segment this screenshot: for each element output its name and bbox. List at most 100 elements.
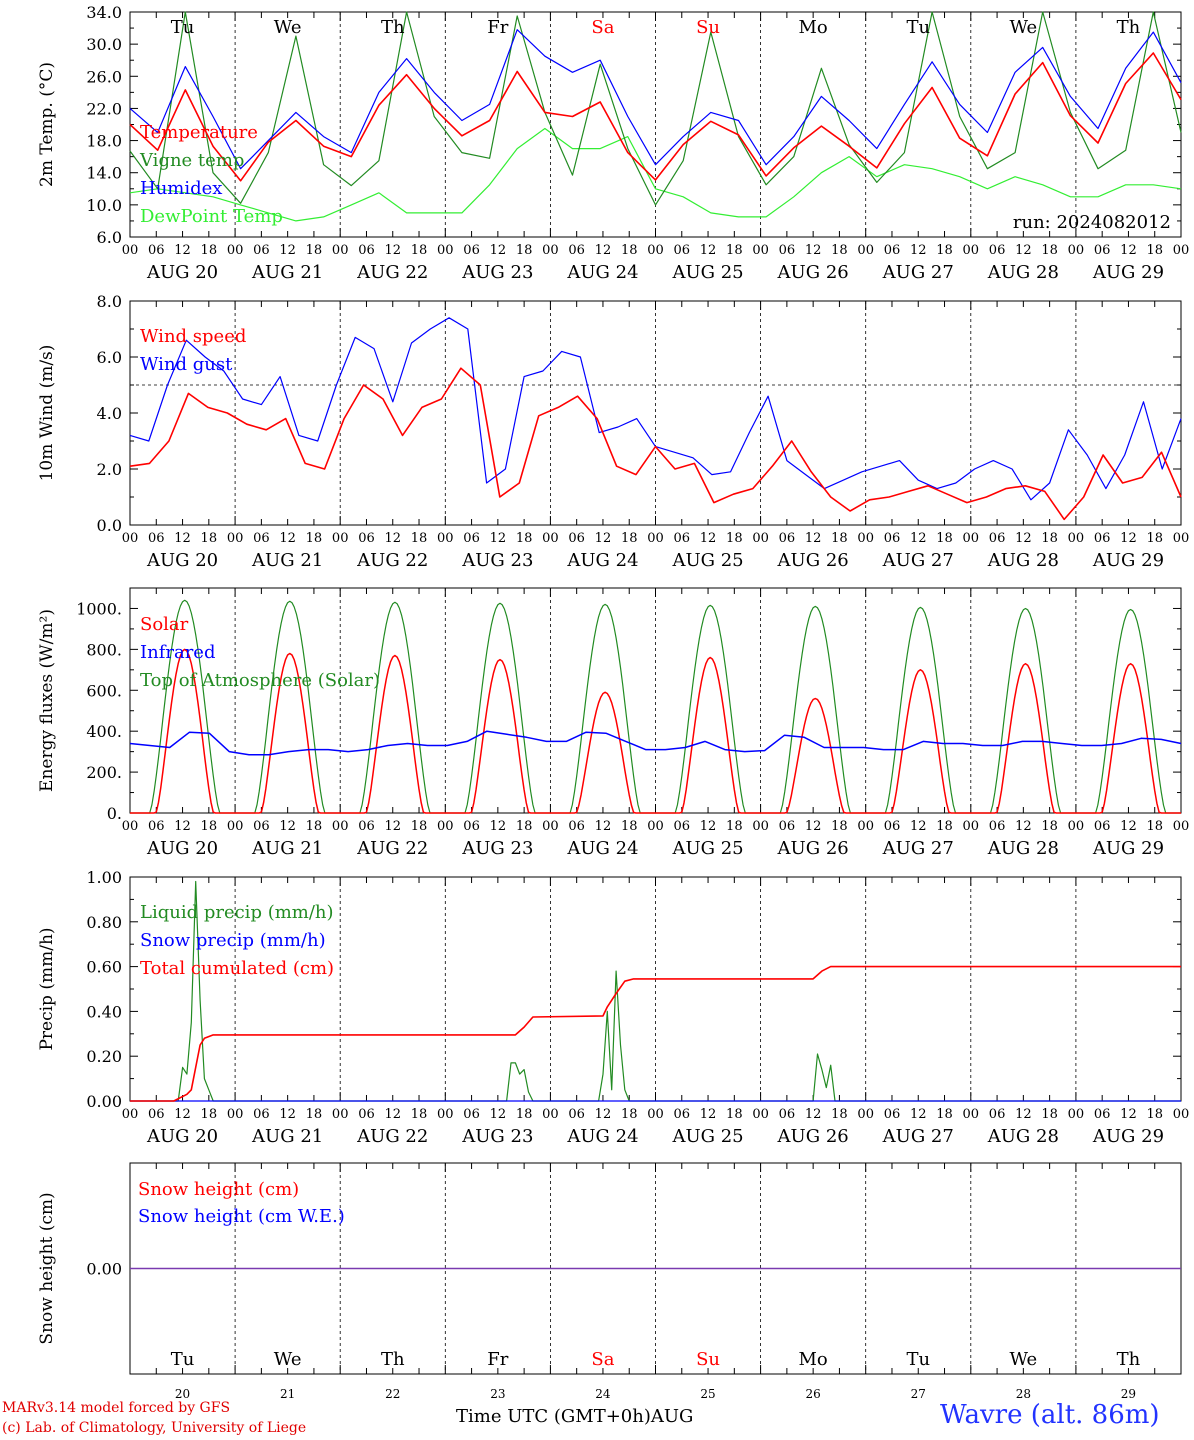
y-axis-label: Energy fluxes (W/m²) [37,609,57,792]
day-label: AUG 24 [566,1126,638,1147]
hour-tick-label: 00 [963,531,980,546]
hour-tick-label: 12 [1015,243,1032,258]
series-line-solar [130,648,1181,814]
legend-entry: Infrared [140,642,215,663]
day-label: AUG 22 [356,1126,428,1147]
day-label: AUG 21 [251,550,323,571]
legend-entry: Snow precip (mm/h) [140,930,326,951]
day-number-label: 20 [175,1387,190,1401]
hour-tick-label: 12 [279,243,296,258]
y-tick-label: 1.00 [86,868,122,887]
weekday-label-bottom: Fr [487,1349,508,1370]
hour-tick-label: 18 [726,1107,743,1122]
hour-tick-label: 00 [1173,1107,1190,1122]
hour-tick-label: 12 [1015,1107,1032,1122]
day-label: AUG 27 [882,1126,954,1147]
day-label: AUG 20 [146,550,218,571]
panel-frame [129,587,1182,814]
hour-tick-label: 00 [542,819,559,834]
legend-entry: Humidex [140,178,222,199]
weekday-label-top: Tu [171,17,195,38]
hour-tick-label: 00 [647,1107,664,1122]
day-label: AUG 28 [987,550,1059,571]
hour-tick-label: 12 [805,819,822,834]
hour-tick-label: 12 [490,819,507,834]
y-tick-label: 0.80 [86,913,122,932]
day-number-label: 23 [490,1387,505,1401]
day-label: AUG 26 [777,838,849,859]
day-label: AUG 21 [251,838,323,859]
hour-tick-label: 18 [936,1107,953,1122]
hour-tick-label: 12 [595,243,612,258]
hour-tick-label: 00 [227,531,244,546]
day-label: AUG 26 [777,550,849,571]
day-label: AUG 29 [1092,838,1164,859]
series-line-liquid-precip [130,880,1181,1102]
hour-tick-label: 12 [384,819,401,834]
series-line-humidex [129,29,1182,170]
hour-tick-label: 12 [279,819,296,834]
day-number-label: 24 [595,1387,611,1401]
day-label: AUG 25 [671,262,743,283]
hour-tick-label: 00 [857,243,874,258]
weekday-label-bottom: We [274,1349,302,1370]
hour-tick-label: 12 [174,1107,191,1122]
y-tick-label: 8.0 [97,292,122,311]
day-label: AUG 29 [1092,1126,1164,1147]
y-tick-label: 34.0 [86,3,122,22]
hour-tick-label: 00 [227,1107,244,1122]
hour-tick-label: 18 [411,531,428,546]
hour-tick-label: 06 [253,531,270,546]
day-label: AUG 23 [461,262,533,283]
series-line-temperature [129,52,1182,182]
hour-tick-label: 18 [516,1107,533,1122]
hour-tick-label: 00 [1068,531,1085,546]
hour-tick-label: 18 [621,1107,638,1122]
hour-tick-label: 12 [910,819,927,834]
hour-tick-label: 18 [201,819,218,834]
weekday-label-bottom: Mo [799,1349,828,1370]
day-number-label: 21 [280,1387,295,1401]
y-tick-label: 0. [107,804,122,823]
day-label: AUG 26 [777,1126,849,1147]
hour-tick-label: 00 [332,1107,349,1122]
hour-tick-label: 00 [963,819,980,834]
hour-tick-label: 06 [568,1107,585,1122]
series-line-infrared [129,730,1182,756]
hour-tick-label: 06 [568,243,585,258]
hour-tick-label: 18 [201,1107,218,1122]
hour-tick-label: 06 [779,1107,796,1122]
hour-tick-label: 00 [647,819,664,834]
day-label: AUG 20 [146,1126,218,1147]
hour-tick-label: 18 [1146,819,1163,834]
hour-tick-label: 06 [358,243,375,258]
hour-tick-label: 12 [910,531,927,546]
hour-tick-label: 06 [884,531,901,546]
y-tick-label: 400. [86,722,122,741]
y-tick-label: 4.0 [97,404,122,423]
hour-tick-label: 18 [201,243,218,258]
hour-tick-label: 18 [936,243,953,258]
day-label: AUG 20 [146,838,218,859]
hour-tick-label: 12 [805,243,822,258]
y-tick-label: 1000. [76,599,122,618]
day-label: AUG 28 [987,262,1059,283]
hour-tick-label: 00 [437,531,454,546]
weekday-label-top: We [1010,17,1038,38]
day-label: AUG 24 [566,262,638,283]
hour-tick-label: 06 [989,243,1006,258]
hour-tick-label: 06 [1094,243,1111,258]
hour-tick-label: 12 [384,1107,401,1122]
model-credit: MARv3.14 model forced by GFS [2,1400,231,1416]
hour-tick-label: 06 [989,819,1006,834]
legend-entry: Vigne temp [139,150,244,171]
hour-tick-label: 12 [1120,819,1137,834]
panel-frame [129,11,1182,238]
hour-tick-label: 00 [542,531,559,546]
hour-tick-label: 06 [148,1107,165,1122]
hour-tick-label: 06 [463,1107,480,1122]
hour-tick-label: 18 [516,819,533,834]
hour-tick-label: 00 [1068,819,1085,834]
day-number-label: 25 [700,1387,715,1401]
y-tick-label: 600. [86,681,122,700]
